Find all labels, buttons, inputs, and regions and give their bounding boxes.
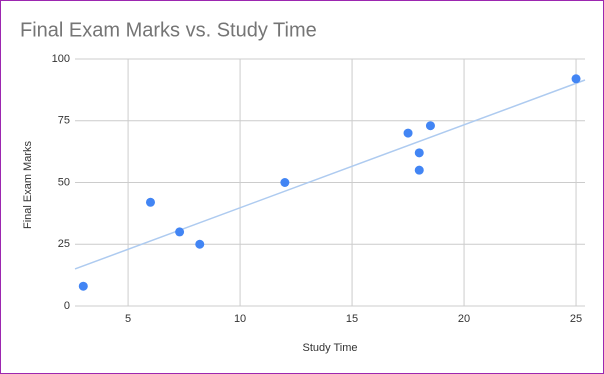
x-tick-label: 20: [458, 313, 470, 325]
point: [403, 128, 413, 138]
y-tick-label: 75: [58, 115, 70, 127]
point: [571, 74, 581, 84]
chart-title: Final Exam Marks vs. Study Time: [20, 19, 317, 41]
point: [175, 227, 185, 237]
point: [425, 121, 435, 131]
y-axis-label: Final Exam Marks: [22, 140, 34, 229]
point: [414, 148, 424, 158]
point: [78, 281, 88, 291]
x-tick-label: 25: [570, 313, 582, 325]
point: [195, 239, 205, 249]
x-axis-label: Study Time: [302, 342, 357, 354]
x-tick-label: 10: [234, 313, 246, 325]
trendline: [74, 79, 586, 270]
x-tick-label: 5: [125, 313, 131, 325]
y-tick-label: 100: [52, 53, 70, 65]
point: [145, 197, 155, 207]
x-tick-label: 15: [346, 313, 358, 325]
point: [414, 165, 424, 175]
y-tick-label: 0: [64, 300, 70, 312]
y-tick-label: 50: [58, 176, 70, 188]
point: [280, 178, 290, 187]
y-tick-label: 25: [58, 238, 70, 250]
